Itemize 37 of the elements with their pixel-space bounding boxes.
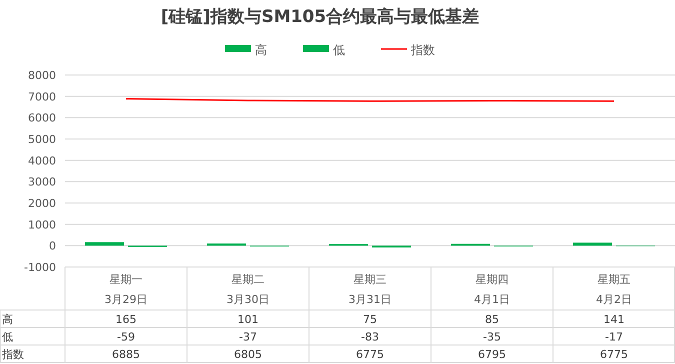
x-tick-label: 星期一 3月29日 <box>104 273 148 306</box>
x-tick-label: 星期四 4月1日 <box>474 273 510 306</box>
y-tick-label: -1000 <box>24 261 56 274</box>
legend-label: 高 <box>255 43 267 57</box>
data-label: 141 <box>604 313 624 326</box>
y-tick-label: 2000 <box>28 197 56 210</box>
data-label: -35 <box>483 330 501 344</box>
data-label: 165 <box>116 313 136 326</box>
y-tick-label: 3000 <box>28 176 56 189</box>
data-label: 6885 <box>112 348 140 361</box>
text: 指数 <box>2 348 24 361</box>
data-label: -17 <box>605 330 623 344</box>
y-tick-label: 6000 <box>28 112 56 125</box>
data-label: -37 <box>239 330 257 344</box>
y-tick-label: 0 <box>49 240 56 253</box>
text: 高 <box>2 313 13 326</box>
x-tick-label: 星期二 3月30日 <box>226 273 270 306</box>
data-label: 75 <box>363 313 377 326</box>
legend-label: 指数 <box>410 43 435 57</box>
data-label: 6805 <box>234 348 262 361</box>
chart-title: [硅锰]指数与SM105合约最高与最低基差 <box>160 7 480 27</box>
x-tick-label: 星期三 3月31日 <box>348 273 392 306</box>
y-tick-label: 5000 <box>28 133 56 146</box>
data-label: 85 <box>485 313 499 326</box>
text: 低 <box>2 330 13 344</box>
data-label: 6775 <box>600 348 628 361</box>
y-tick-label: 7000 <box>28 90 56 104</box>
data-label: 6775 <box>356 348 384 361</box>
legend-label: 低 <box>333 43 345 57</box>
data-label: -83 <box>361 330 379 344</box>
y-tick-label: 4000 <box>28 154 56 168</box>
y-tick-label: 1000 <box>28 218 56 232</box>
data-label: 6795 <box>478 348 506 361</box>
data-label: 101 <box>238 313 258 326</box>
x-tick-label: 星期五 4月2日 <box>596 273 632 306</box>
data-label: -59 <box>117 330 135 344</box>
y-tick-label: 8000 <box>28 69 56 82</box>
